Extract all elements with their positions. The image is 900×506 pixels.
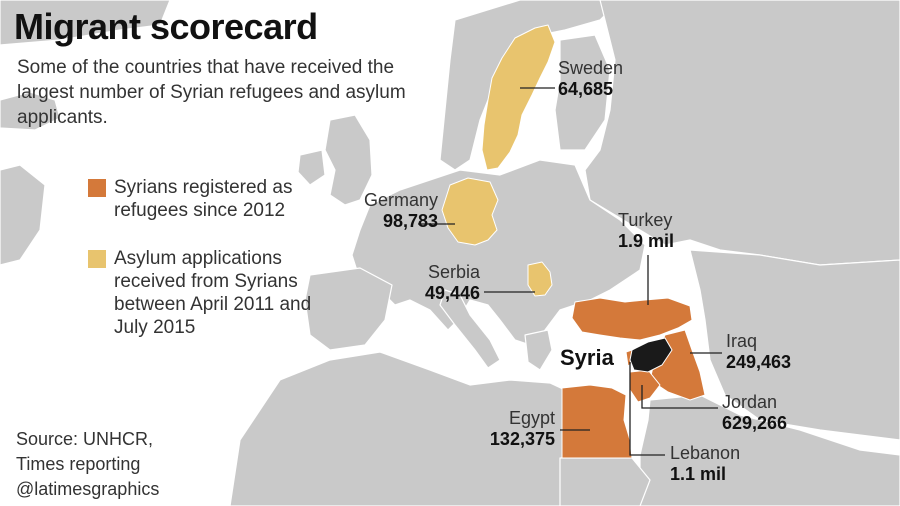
- legend-label-refugee: Syrians registered as refugees since 201…: [114, 177, 293, 221]
- region-syria: [629, 337, 673, 373]
- country-name-turkey: Turkey: [618, 210, 673, 230]
- country-name-jordan: Jordan: [722, 392, 778, 412]
- land-sudan: [559, 457, 651, 506]
- land-italy: [439, 289, 501, 369]
- land-europe: [351, 159, 646, 346]
- country-value-germany: 98,783: [382, 211, 438, 231]
- land-north-africa: [229, 351, 566, 506]
- legend-item-refugee: Syrians registered as refugees since 201…: [88, 176, 348, 222]
- source-line-3: @latimesgraphics: [16, 479, 160, 499]
- leader-jordan: [641, 385, 718, 409]
- land-ireland: [297, 149, 326, 186]
- refugee-countries: [561, 297, 706, 459]
- label-serbia: Serbia 49,446: [380, 262, 480, 304]
- label-jordan: Jordan 629,266: [722, 392, 787, 434]
- region-serbia: [527, 261, 553, 297]
- land-iberia: [304, 267, 393, 351]
- source-line-2: Times reporting: [16, 454, 141, 474]
- source-credit: Source: UNHCR, Times reporting @latimesg…: [16, 427, 236, 502]
- subtitle: Some of the countries that have received…: [17, 57, 406, 128]
- source-line-1: Source: UNHCR,: [16, 429, 154, 449]
- land-iceland: [0, 91, 61, 131]
- country-name-lebanon: Lebanon: [670, 443, 741, 463]
- land-greece: [524, 329, 553, 371]
- land-uk: [324, 114, 373, 206]
- country-name-egypt: Egypt: [508, 408, 555, 428]
- label-sweden: Sweden 64,685: [558, 58, 623, 100]
- region-egypt: [561, 384, 633, 459]
- region-sweden: [481, 24, 556, 171]
- label-turkey: Turkey 1.9 mil: [618, 210, 674, 252]
- region-germany: [441, 177, 499, 246]
- label-germany: Germany 98,783: [340, 190, 438, 232]
- label-egypt: Egypt 132,375: [455, 408, 555, 450]
- leader-lebanon: [629, 362, 665, 456]
- label-lebanon: Lebanon 1.1 mil: [670, 443, 740, 485]
- page-title: Migrant scorecard: [14, 6, 318, 47]
- legend-swatch-refugee: [88, 179, 106, 197]
- country-value-iraq: 249,463: [726, 352, 792, 372]
- legend-swatch-asylum: [88, 250, 106, 268]
- country-name-serbia: Serbia: [427, 262, 480, 282]
- label-syria: Syria: [560, 345, 614, 370]
- country-value-jordan: 629,266: [722, 413, 788, 433]
- label-iraq: Iraq 249,463: [726, 331, 791, 373]
- legend-item-asylum: Asylum applications received from Syrian…: [88, 247, 328, 339]
- country-name-germany: Germany: [363, 190, 438, 210]
- land-west: [0, 164, 46, 266]
- leader-lines: [418, 87, 722, 456]
- country-name-sweden: Sweden: [558, 58, 624, 78]
- country-value-serbia: 49,446: [424, 283, 480, 303]
- land-arabia: [639, 394, 900, 506]
- land-greenland: [0, 0, 171, 46]
- country-value-turkey: 1.9 mil: [618, 231, 675, 251]
- land-iran: [689, 249, 900, 441]
- asylum-countries: [441, 24, 556, 297]
- country-value-lebanon: 1.1 mil: [670, 464, 727, 484]
- land-finland: [554, 34, 611, 151]
- region-turkey: [571, 297, 693, 341]
- legend-label-asylum: Asylum applications received from Syrian…: [114, 248, 312, 338]
- country-value-egypt: 132,375: [489, 429, 555, 449]
- country-name-iraq: Iraq: [726, 331, 758, 351]
- country-value-sweden: 64,685: [558, 79, 614, 99]
